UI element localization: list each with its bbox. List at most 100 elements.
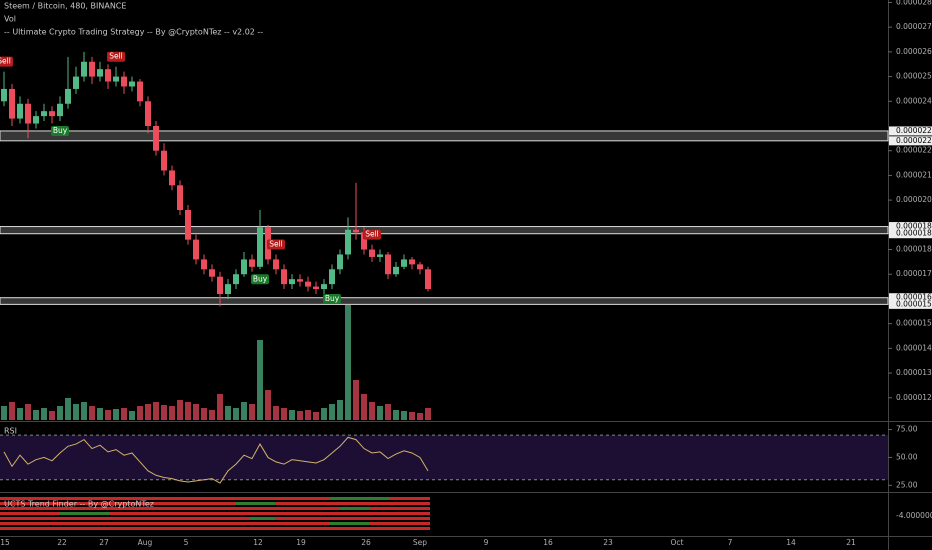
candle-body: [89, 61, 95, 77]
level-band: [0, 297, 889, 305]
x-tick-label: 23: [603, 538, 613, 547]
level-label-box: [889, 229, 932, 239]
trend-stripe: [250, 517, 275, 520]
candle-body: [81, 61, 87, 77]
level-band: [0, 130, 889, 142]
trend-stripe: [0, 502, 430, 505]
volume-bar: [393, 410, 399, 420]
level-label: 0.00001605: [896, 293, 932, 302]
candle-body: [241, 259, 247, 275]
x-tick-label: Sep: [413, 538, 427, 547]
candle-body: [273, 259, 279, 270]
rsi-label: RSI: [4, 427, 17, 436]
volume-bar: [369, 402, 375, 420]
y-tick-label: 0.00002000: [896, 195, 932, 204]
volume-bar: [297, 411, 303, 420]
candle-body: [17, 103, 23, 119]
candle-body: [329, 269, 335, 285]
volume-bar: [25, 404, 31, 420]
volume-bar: [89, 406, 95, 420]
level-label-box: [889, 222, 932, 232]
y-tick-label: 0.00002800: [896, 0, 932, 6]
candle-body: [377, 254, 383, 257]
trend-finder-stripes: [0, 497, 430, 530]
x-tick-label: 22: [57, 538, 67, 547]
x-tick-label: 5: [184, 538, 189, 547]
candle-body: [281, 269, 287, 285]
candle-body: [9, 88, 15, 119]
candle-body: [65, 88, 71, 104]
candle-body: [321, 284, 327, 290]
volume-bar: [145, 404, 151, 420]
candle-body: [161, 150, 167, 171]
volume-bar: [9, 402, 15, 420]
volume-bar: [121, 408, 127, 420]
volume-bar: [41, 408, 47, 420]
y-tick-label: 0.00001500: [896, 319, 932, 328]
candle-body: [297, 279, 303, 282]
candle-body: [177, 185, 183, 210]
y-tick-label: 0.00002400: [896, 96, 932, 105]
y-tick-label: 0.00002500: [896, 72, 932, 81]
volume-bar: [361, 394, 367, 420]
volume-bar: [57, 406, 63, 420]
volume-bar: [209, 410, 215, 420]
candle-body: [209, 269, 215, 277]
level-label-box: [889, 293, 932, 303]
candle-body: [345, 229, 351, 255]
candle-body: [25, 103, 31, 124]
volume-bar: [289, 410, 295, 420]
volume-bar: [385, 404, 391, 420]
trend-stripe: [60, 512, 110, 515]
candle-body: [249, 259, 255, 267]
candle-body: [193, 239, 199, 260]
candle-body: [49, 111, 55, 117]
x-tick-label: 16: [543, 538, 553, 547]
x-tick-label: Aug: [138, 538, 153, 547]
volume-bar: [137, 406, 143, 420]
signal-box: [363, 229, 381, 240]
signal-box: [0, 56, 13, 67]
trend-stripe: [0, 527, 430, 530]
volume-bar: [49, 411, 55, 420]
signal-label: Sell: [0, 57, 11, 66]
volume-bar: [201, 408, 207, 420]
x-tick-label: 19: [296, 538, 306, 547]
volume-bar: [81, 402, 87, 420]
y-tick-label: 0.00001700: [896, 269, 932, 278]
signal-label: Sell: [365, 230, 379, 239]
level-label: 0.00002240: [896, 136, 932, 145]
signal-label: Buy: [253, 274, 268, 283]
candle-body: [417, 264, 423, 270]
candle-body: [233, 274, 239, 285]
signal-box: [107, 51, 125, 62]
candle-body: [385, 254, 391, 275]
candle-body: [57, 103, 63, 117]
volume-bar: [105, 410, 111, 420]
volume-bar: [1, 406, 7, 420]
volume-bar: [161, 405, 167, 420]
volume-bar: [353, 380, 359, 420]
candle-body: [41, 111, 47, 117]
candle-body: [137, 81, 143, 102]
x-tick-label: 26: [361, 538, 371, 547]
signal-box: [251, 274, 269, 285]
candle-body: [353, 229, 359, 233]
volume-bar: [185, 402, 191, 420]
candle-body: [361, 232, 367, 250]
signal-box: [323, 294, 341, 305]
candle-body: [369, 249, 375, 257]
level-label-box: [889, 299, 932, 309]
trend-stripe: [0, 507, 430, 510]
volume-bar: [265, 390, 271, 420]
signal-label: Buy: [325, 294, 340, 303]
trend-stripe: [0, 517, 430, 520]
y-tick-label: 0.00002200: [896, 146, 932, 155]
x-tick-label: 14: [786, 538, 796, 547]
volume-bar: [337, 400, 343, 420]
volume-bar: [225, 406, 231, 420]
volume-bar: [257, 340, 263, 420]
volume-bar: [305, 410, 311, 420]
level-label: 0.00001864: [896, 229, 932, 238]
